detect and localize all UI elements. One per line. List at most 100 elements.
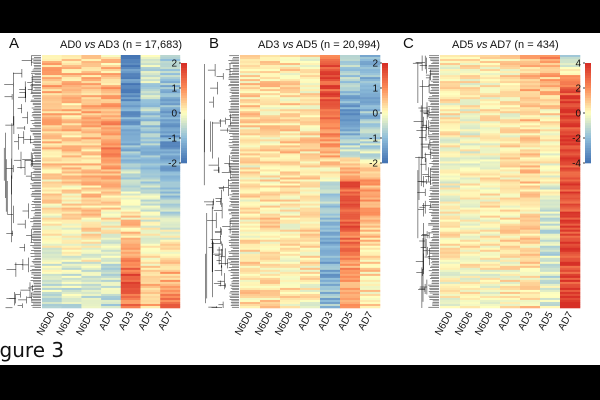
heatmap-cell xyxy=(140,243,161,247)
heatmap-cell xyxy=(300,249,321,253)
heatmap-cell xyxy=(140,299,161,303)
heatmap-cell xyxy=(460,67,481,70)
heatmap-cell xyxy=(460,287,481,291)
heatmap-cell xyxy=(540,133,561,136)
heatmap-cell xyxy=(560,95,581,98)
heatmap-cell xyxy=(42,55,62,58)
heatmap-cell xyxy=(520,257,541,261)
heatmap-cell xyxy=(320,139,341,142)
heatmap-cell xyxy=(520,227,541,230)
heatmap-cell xyxy=(520,143,541,146)
title-vs: vs xyxy=(282,39,294,51)
heatmap-cell xyxy=(440,193,461,196)
heatmap-cell xyxy=(260,219,281,222)
heatmap-cell xyxy=(81,65,102,68)
column-label: N6D0 xyxy=(433,310,456,338)
heatmap-cell xyxy=(240,63,261,66)
heatmap-cell xyxy=(140,99,161,102)
heatmap-cell xyxy=(540,119,561,122)
heatmap-cell xyxy=(160,151,181,154)
heatmap-cell xyxy=(42,305,62,309)
heatmap-cell xyxy=(340,237,361,241)
heatmap-cell xyxy=(500,73,521,76)
heatmap-cell xyxy=(42,189,62,192)
heatmap-cell xyxy=(240,85,261,88)
heatmap-cell xyxy=(440,155,461,158)
column-label: N6D6 xyxy=(55,310,78,338)
heatmap-cell xyxy=(340,75,361,78)
heatmap-cell xyxy=(460,171,481,174)
heatmap-cell xyxy=(500,177,521,180)
heatmap-cell xyxy=(360,211,381,214)
heatmap-cell xyxy=(500,101,521,104)
heatmap-cell xyxy=(320,69,341,72)
heatmap-cell xyxy=(101,103,122,106)
heatmap-cell xyxy=(280,215,301,218)
heatmap-cell xyxy=(120,291,141,295)
heatmap-cell xyxy=(540,129,561,132)
heatmap-cell xyxy=(260,253,281,257)
heatmap-cell xyxy=(160,161,181,164)
heatmap-cell xyxy=(340,67,361,70)
heatmap-cell xyxy=(440,143,461,146)
heatmap-cell xyxy=(320,143,341,146)
heatmap-cell xyxy=(160,221,181,224)
figure: A AD0 vs AD3 (n = 17,683) N6D0 N6D6 N6D8 AD… xyxy=(0,33,600,365)
heatmap-cell xyxy=(480,59,501,62)
heatmap-cell xyxy=(500,75,521,78)
colorbar-segment xyxy=(181,143,187,146)
heatmap-cell xyxy=(440,253,461,257)
heatmap-cell xyxy=(280,189,301,192)
heatmap-cell xyxy=(240,65,261,68)
heatmap-cell xyxy=(61,105,82,108)
heatmap-cell xyxy=(520,245,541,249)
colorbar-segment xyxy=(382,95,388,99)
heatmap-cell xyxy=(260,143,281,146)
heatmap-cell xyxy=(360,303,381,307)
heatmap-cell xyxy=(81,127,102,130)
heatmap-cell xyxy=(280,141,301,144)
heatmap-cell xyxy=(81,215,102,218)
heatmap-cell xyxy=(340,199,361,202)
heatmap-cell xyxy=(500,199,521,202)
heatmap-cell xyxy=(160,111,181,114)
heatmap-cell xyxy=(320,217,341,220)
heatmap-cell xyxy=(480,297,501,301)
heatmap-cell xyxy=(560,151,581,154)
heatmap-cell xyxy=(340,273,361,277)
heatmap-cell xyxy=(140,253,161,257)
heatmap-cell xyxy=(460,147,481,150)
heatmap-cell xyxy=(42,255,62,259)
heatmap-cell xyxy=(260,55,281,58)
heatmap-cell xyxy=(520,239,541,243)
heatmap-cell xyxy=(140,287,161,291)
heatmap-cell xyxy=(120,197,141,200)
heatmap-cell xyxy=(460,141,481,144)
heatmap-cell xyxy=(120,243,141,247)
heatmap-cell xyxy=(440,231,461,235)
heatmap-cell xyxy=(480,291,501,295)
heatmap-cell xyxy=(160,179,181,182)
heatmap-cell xyxy=(500,197,521,200)
heatmap-cell xyxy=(460,255,481,259)
heatmap-cell xyxy=(320,135,341,138)
heatmap-cell xyxy=(460,151,481,154)
heatmap-cell xyxy=(120,153,141,156)
heatmap-cell xyxy=(560,141,581,144)
heatmap-cell xyxy=(460,277,481,281)
heatmap-cell xyxy=(300,297,321,301)
heatmap-cell xyxy=(42,293,62,297)
heatmap-cell xyxy=(101,107,122,110)
heatmap-cell xyxy=(240,301,261,305)
heatmap-cell xyxy=(480,301,501,305)
heatmap-cell xyxy=(101,291,122,295)
heatmap-cell xyxy=(560,303,581,307)
colorbar-segment xyxy=(585,143,591,146)
heatmap-cell xyxy=(61,79,82,82)
heatmap-cell xyxy=(140,213,161,216)
heatmap-cell xyxy=(42,245,62,249)
heatmap-cell xyxy=(140,271,161,275)
heatmap-cell xyxy=(140,257,161,261)
heatmap-cell xyxy=(61,213,82,216)
heatmap-cell xyxy=(61,305,82,309)
